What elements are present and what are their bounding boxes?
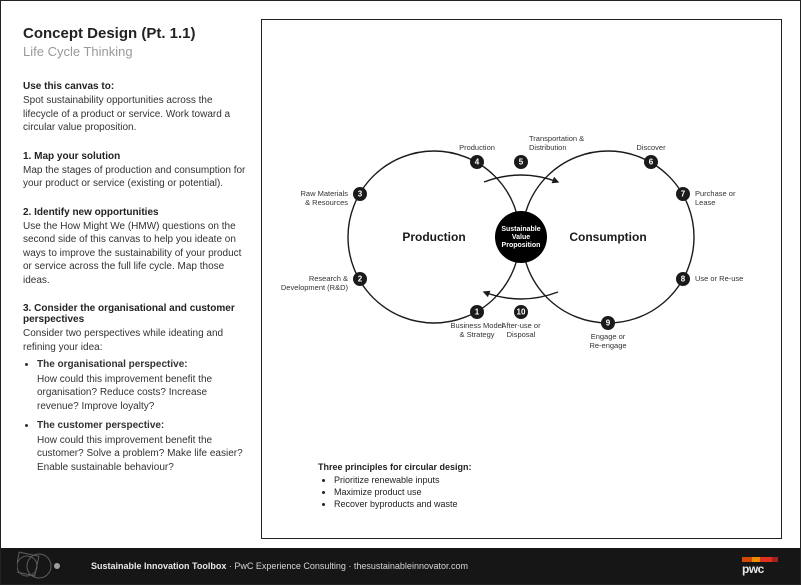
svg-text:Production: Production [459,143,495,152]
svg-text:Consumption: Consumption [569,230,646,244]
diagram-frame: ProductionConsumptionSustainableValuePro… [261,19,782,539]
bullet-organisational: The organisational perspective: How coul… [37,358,247,413]
page-title: Concept Design (Pt. 1.1) [23,25,247,42]
bullet-cust-title: The customer perspective: [37,420,164,431]
svg-text:Disposal: Disposal [507,330,536,339]
section-3-body: Consider two perspectives while ideating… [23,327,247,354]
section-1-body: Map the stages of production and consump… [23,164,247,191]
svg-text:Re-engage: Re-engage [589,341,626,350]
svg-text:10: 10 [517,308,526,317]
svg-text:Discover: Discover [636,143,666,152]
svg-text:& Resources: & Resources [305,198,348,207]
footer-strong: Sustainable Innovation Toolbox [91,561,226,571]
footer-text: Sustainable Innovation Toolbox · PwC Exp… [91,561,468,571]
bullet-org-body: How could this improvement benefit the o… [37,373,247,414]
svg-text:Value: Value [512,234,530,241]
svg-text:Lease: Lease [695,198,715,207]
intro-lead: Use this canvas to: [23,81,247,92]
page-subtitle: Life Cycle Thinking [23,44,247,59]
footer-rest: · PwC Experience Consulting · thesustain… [226,561,468,571]
bullet-org-title: The organisational perspective: [37,359,188,370]
right-column: ProductionConsumptionSustainableValuePro… [261,1,800,549]
svg-text:Business Model: Business Model [451,321,504,330]
svg-text:Development (R&D): Development (R&D) [281,283,349,292]
principle-2: Maximize product use [334,486,472,498]
pwc-logo: pwc [742,557,778,575]
svg-text:9: 9 [606,319,611,328]
principles-title: Three principles for circular design: [318,462,472,472]
principles-block: Three principles for circular design: Pr… [318,462,472,510]
footer-bar: Sustainable Innovation Toolbox · PwC Exp… [1,548,800,584]
lifecycle-diagram: ProductionConsumptionSustainableValuePro… [276,72,752,402]
section-3-heading: 3. Consider the organisational and custo… [23,303,247,325]
svg-text:& Strategy: & Strategy [459,330,494,339]
svg-text:Engage or: Engage or [591,332,626,341]
intro-body: Spot sustainability opportunities across… [23,94,247,135]
svg-text:Production: Production [402,230,465,244]
svg-text:8: 8 [681,275,686,284]
svg-text:6: 6 [649,158,654,167]
bullet-cust-body: How could this improvement benefit the c… [37,434,247,475]
svg-text:Sustainable: Sustainable [501,226,540,233]
svg-text:Raw Materials: Raw Materials [300,189,348,198]
svg-text:Proposition: Proposition [502,242,541,249]
svg-text:Distribution: Distribution [529,143,567,152]
svg-text:Transportation &: Transportation & [529,134,584,143]
svg-text:After-use or: After-use or [501,321,541,330]
principles-list: Prioritize renewable inputs Maximize pro… [318,474,472,510]
svg-text:Use or Re-use: Use or Re-use [695,274,743,283]
svg-text:2: 2 [358,275,363,284]
svg-text:4: 4 [475,158,480,167]
footer-ornament-icon [17,548,73,584]
section-3-bullets: The organisational perspective: How coul… [23,358,247,474]
principle-1: Prioritize renewable inputs [334,474,472,486]
svg-text:7: 7 [681,190,686,199]
section-1-heading: 1. Map your solution [23,151,247,162]
pwc-logo-word: pwc [742,563,764,575]
principle-3: Recover byproducts and waste [334,498,472,510]
svg-text:1: 1 [475,308,480,317]
bullet-customer: The customer perspective: How could this… [37,419,247,474]
section-2-heading: 2. Identify new opportunities [23,207,247,218]
section-2-body: Use the How Might We (HMW) questions on … [23,220,247,288]
svg-text:Purchase or: Purchase or [695,189,736,198]
left-column: Concept Design (Pt. 1.1) Life Cycle Thin… [1,1,261,549]
svg-text:3: 3 [358,190,363,199]
svg-text:Research &: Research & [309,274,348,283]
svg-text:5: 5 [519,158,524,167]
